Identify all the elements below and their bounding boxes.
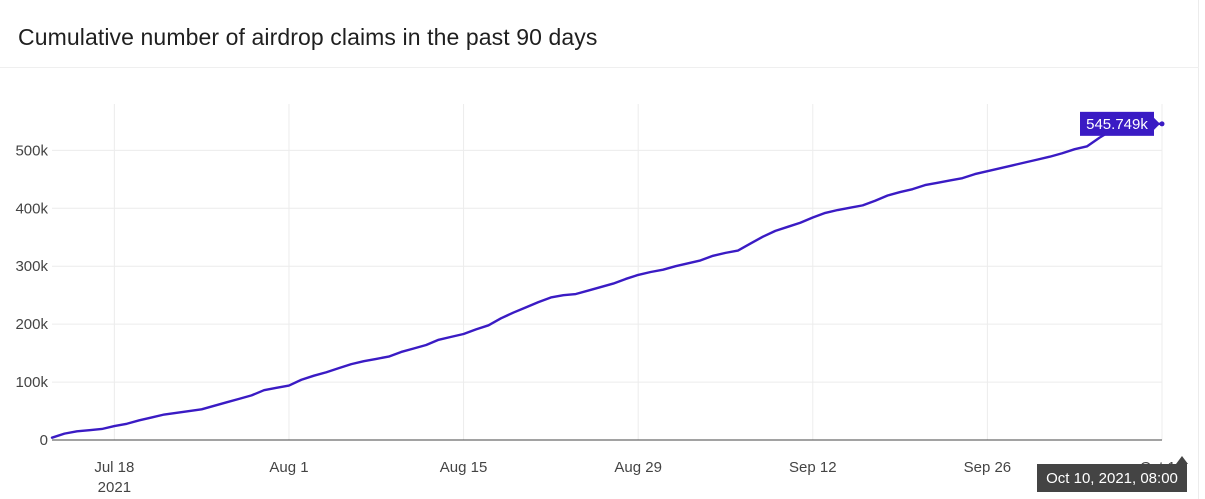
x-axis-ticks: Jul 18 2021 Aug 1 Aug 15 Aug 29 Sep 12 Sep 26 O… xyxy=(94,459,1184,496)
chart-title: Cumulative number of airdrop claims in t… xyxy=(18,24,598,50)
x-tick-label: Aug 29 xyxy=(614,459,662,476)
x-tick-label: Sep 12 xyxy=(789,459,837,476)
y-tick-label: 300k xyxy=(15,258,48,275)
y-axis-ticks: 0 100k 200k 300k 400k 500k xyxy=(15,142,48,449)
x-tick-label: Sep 26 xyxy=(964,459,1012,476)
y-tick-label: 400k xyxy=(15,200,48,217)
vertical-gridlines xyxy=(113,104,1163,440)
hover-layer: 545.749k Oct 10, 2021, 08:00 xyxy=(1037,111,1188,492)
hover-value-box xyxy=(1080,111,1154,136)
x-tick-sublabel: 2021 xyxy=(98,479,131,496)
y-tick-label: 200k xyxy=(15,316,48,333)
y-tick-label: 100k xyxy=(15,374,48,391)
hover-value-label: 545.749k xyxy=(1086,116,1148,133)
hover-date-label: Oct 10, 2021, 08:00 xyxy=(1046,470,1178,487)
horizontal-gridlines xyxy=(52,149,1162,383)
series-line[interactable] xyxy=(50,122,1164,439)
x-tick-label: Aug 1 xyxy=(269,459,308,476)
hover-value-pointer xyxy=(1154,117,1160,130)
y-tick-label: 500k xyxy=(15,142,48,159)
hover-date-pointer xyxy=(1176,456,1188,464)
x-tick-label: Jul 18 xyxy=(94,459,134,476)
y-tick-label: 0 xyxy=(40,432,48,449)
series-layer[interactable] xyxy=(50,122,1164,439)
x-tick-label: Aug 15 xyxy=(440,459,488,476)
title-divider xyxy=(0,67,1199,68)
hover-date-box xyxy=(1037,464,1187,492)
hover-point xyxy=(1159,121,1165,127)
